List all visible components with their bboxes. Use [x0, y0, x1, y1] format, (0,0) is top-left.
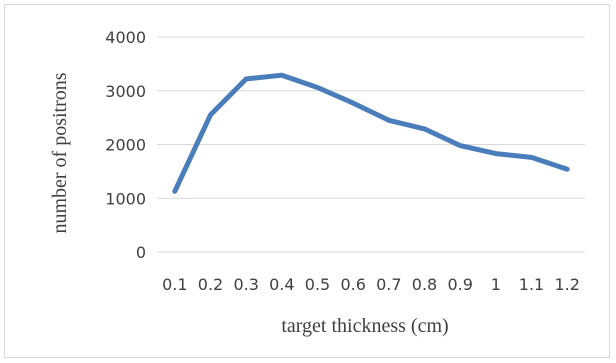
x-tick-label: 1.2 — [554, 275, 579, 294]
x-tick-label: 0.8 — [412, 275, 437, 294]
y-axis-title: number of positrons — [49, 72, 71, 233]
x-tick-labels: 0.1 0.2 0.3 0.4 0.5 0.6 0.7 0.8 0.9 1 1.1 1.2 — [162, 275, 580, 294]
x-tick-label: 0.5 — [305, 275, 330, 294]
y-tick-label: 1000 — [105, 189, 146, 208]
y-tick-label: 2000 — [105, 136, 146, 155]
x-tick-label: 0.9 — [447, 275, 472, 294]
y-tick-labels: 0 1000 2000 3000 4000 — [105, 28, 146, 262]
x-tick-label: 1 — [491, 275, 501, 294]
y-tick-label: 0 — [136, 243, 146, 262]
y-tick-label: 4000 — [105, 28, 146, 47]
x-tick-label: 0.7 — [376, 275, 401, 294]
series-line — [172, 72, 570, 194]
x-axis-title: target thickness (cm) — [281, 315, 448, 337]
chart-frame — [4, 4, 610, 358]
x-tick-label: 0.1 — [162, 275, 187, 294]
x-tick-label: 0.3 — [233, 275, 258, 294]
x-tick-label: 0.2 — [198, 275, 223, 294]
x-tick-label: 0.6 — [340, 275, 365, 294]
x-tick-label: 1.1 — [519, 275, 544, 294]
y-tick-label: 3000 — [105, 82, 146, 101]
x-tick-label: 0.4 — [269, 275, 294, 294]
y-gridlines — [157, 36, 585, 253]
series-group — [172, 72, 570, 194]
